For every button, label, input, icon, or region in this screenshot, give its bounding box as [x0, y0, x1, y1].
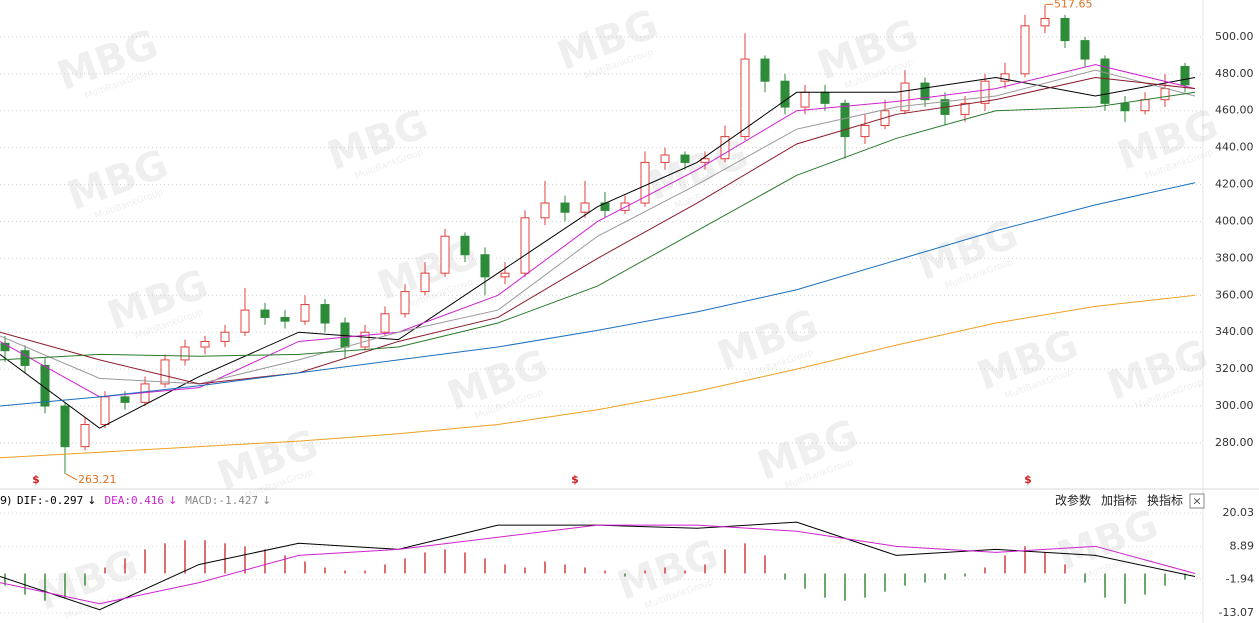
- candle-body: [800, 91, 810, 108]
- candle-body: [80, 424, 90, 448]
- candle-body: [40, 364, 50, 407]
- candle-body: [360, 331, 370, 348]
- legend-text: MACD:-1.427: [185, 494, 258, 507]
- candle-body: [540, 202, 550, 219]
- annotation-arrow: [65, 473, 78, 481]
- legend-arrow: ↓: [87, 494, 96, 507]
- candle-body: [300, 304, 310, 322]
- candle-body: [980, 80, 990, 104]
- y-tick-label: 280.00: [1215, 436, 1254, 449]
- candle-body: [680, 154, 690, 163]
- price-panel: 280.00 300.00 320.00 340.00 360.00 380.00 400.…: [0, 0, 1254, 486]
- candle-body: [200, 340, 210, 348]
- candle-body: [100, 396, 110, 426]
- candle-body: [160, 359, 170, 385]
- signal-marker: $: [1024, 473, 1032, 486]
- toolbar-button[interactable]: 换指标: [1147, 493, 1183, 508]
- y-tick-label: 320.00: [1215, 362, 1254, 375]
- legend-arrow: ↓: [262, 494, 271, 507]
- candle-body: [480, 254, 490, 278]
- macd-panel: 20.03 8.89 -1.94 -13.07: [0, 506, 1254, 619]
- y-tick-label: 400.00: [1215, 214, 1254, 227]
- candle-body: [1120, 102, 1130, 112]
- annotation: 517.65: [1054, 0, 1093, 10]
- y-tick-label: 420.00: [1215, 178, 1254, 191]
- toolbar-button[interactable]: 加指标: [1101, 493, 1137, 508]
- indicator-prefix: 9): [0, 494, 11, 507]
- y-tick-label: 360.00: [1215, 288, 1254, 301]
- candle-body: [320, 304, 330, 324]
- signal-marker: $: [571, 473, 579, 486]
- candle-body: [860, 125, 870, 138]
- legend-text: DEA:0.416: [104, 494, 164, 507]
- candle-body: [380, 313, 390, 333]
- candle-body: [840, 102, 850, 138]
- moving-average-line: [0, 64, 1196, 398]
- candle-body: [420, 272, 430, 293]
- candle-body: [700, 158, 710, 163]
- moving-average-line: [0, 77, 1196, 385]
- y-tick-label: 8.89: [1230, 540, 1255, 553]
- y-tick-label: 460.00: [1215, 104, 1254, 117]
- close-box[interactable]: [1189, 493, 1205, 509]
- candle-body: [720, 136, 730, 160]
- candle-body: [560, 202, 570, 213]
- candle-body: [500, 272, 510, 278]
- close-button[interactable]: ×: [1192, 495, 1201, 508]
- annotation: 263.21: [78, 473, 117, 486]
- candle-body: [660, 154, 670, 163]
- candle-body: [960, 102, 970, 115]
- candle-body: [760, 58, 770, 82]
- candle-body: [900, 82, 910, 112]
- legend-arrow: ↓: [168, 494, 177, 507]
- toolbar-button[interactable]: 改参数: [1055, 493, 1091, 508]
- candle-body: [820, 91, 830, 104]
- candle-body: [1040, 17, 1050, 27]
- y-tick-label: 340.00: [1215, 325, 1254, 338]
- candle-body: [1180, 65, 1190, 86]
- candle-body: [180, 346, 190, 361]
- y-tick-label: 20.03: [1223, 506, 1255, 519]
- candle-body: [780, 80, 790, 108]
- candle-body: [520, 217, 530, 274]
- candle-body: [440, 235, 450, 274]
- candle-body: [580, 202, 590, 213]
- legend-text: DIF:-0.297: [17, 494, 83, 507]
- candle-body: [260, 309, 270, 318]
- candle-body: [920, 82, 930, 101]
- candle-body: [1100, 58, 1110, 104]
- candle-body: [220, 331, 230, 342]
- y-tick-label: -13.07: [1219, 606, 1254, 619]
- candle-body: [640, 161, 650, 204]
- signal-marker: $: [32, 473, 40, 486]
- macd-legend: DIF:-0.297 ↓ DEA:0.416 ↓ MACD:-1.427 ↓: [17, 494, 271, 507]
- candle-body: [1000, 73, 1010, 82]
- candle-body: [1160, 88, 1170, 101]
- moving-average-line: [0, 91, 1196, 361]
- candle-body: [1020, 25, 1030, 75]
- candle-body: [280, 316, 290, 322]
- moving-average-line: [0, 294, 1196, 459]
- y-tick-label: 500.00: [1215, 30, 1254, 43]
- candle-body: [460, 235, 470, 256]
- candle-body: [1060, 17, 1070, 42]
- y-tick-label: 480.00: [1215, 67, 1254, 80]
- y-tick-label: 440.00: [1215, 141, 1254, 154]
- candle-body: [60, 405, 70, 448]
- candle-body: [1080, 40, 1090, 60]
- y-tick-label: 380.00: [1215, 251, 1254, 264]
- moving-average-line: [0, 182, 1196, 407]
- y-tick-label: 300.00: [1215, 399, 1254, 412]
- candle-body: [400, 291, 410, 315]
- moving-average-line: [0, 77, 1196, 429]
- candle-body: [120, 396, 130, 403]
- macd-line: [0, 524, 1196, 605]
- candle-body: [1140, 99, 1150, 112]
- y-tick-label: -1.94: [1226, 572, 1254, 585]
- candle-body: [240, 309, 250, 333]
- candle-body: [740, 58, 750, 138]
